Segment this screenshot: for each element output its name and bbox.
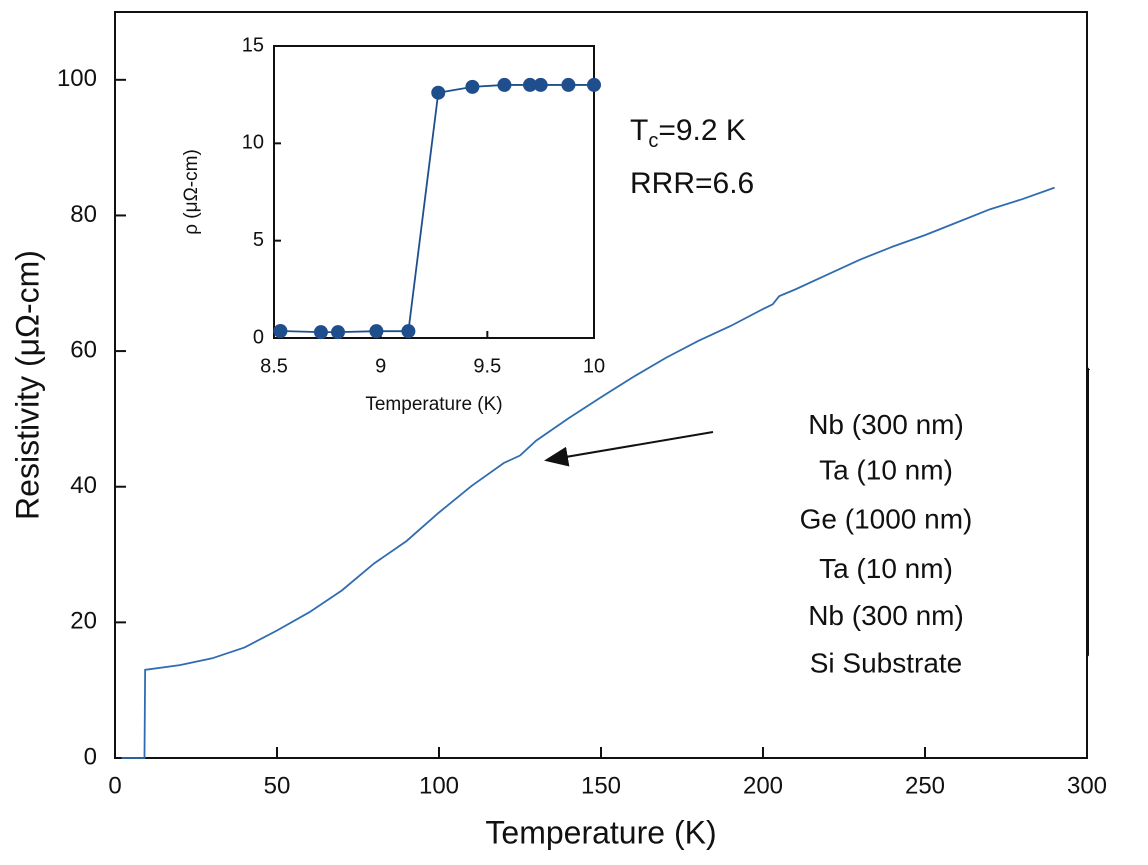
annotation-part: =9.2 K	[658, 114, 746, 147]
arrow	[544, 431, 714, 467]
data-point	[523, 77, 537, 92]
data-point	[401, 324, 416, 339]
y-tick-label: 100	[57, 65, 97, 92]
annotation-part: T	[630, 114, 648, 147]
layer-label: Nb (300 nm)	[808, 600, 964, 631]
x-tick-label: 9.5	[473, 355, 501, 377]
layer-label: Si Substrate	[810, 647, 963, 678]
data-point	[273, 323, 288, 338]
plot-frame	[114, 11, 1088, 759]
y-axis-label: ρ (μΩ-cm)	[181, 149, 202, 235]
x-tick-label: 100	[419, 772, 459, 799]
y-tick-label: 60	[70, 336, 97, 363]
data-line	[121, 186, 1055, 759]
x-tick-label: 9	[375, 355, 386, 377]
layer-label: Nb (300 nm)	[808, 409, 964, 440]
y-tick-label: 5	[253, 229, 264, 251]
data-point	[313, 325, 328, 340]
data-point	[497, 77, 512, 92]
y-tick-label: 80	[70, 201, 97, 228]
data-point	[561, 77, 576, 92]
x-tick-label: 8.5	[260, 355, 288, 377]
data-point	[369, 324, 384, 339]
y-tick-label: 10	[242, 132, 264, 154]
x-tick-label: 200	[743, 772, 783, 799]
annotation: RRR=6.6	[630, 167, 754, 200]
y-tick-label: 20	[70, 608, 97, 635]
data-point	[533, 77, 548, 92]
annotation: Tc=9.2 K	[630, 114, 746, 152]
y-tick-label: 0	[84, 743, 97, 770]
layer-label: Ta (10 nm)	[819, 454, 953, 485]
x-tick-label: 250	[905, 772, 945, 799]
data-point	[431, 85, 446, 100]
y-axis-label: Resistivity (μΩ-cm)	[9, 250, 45, 520]
x-tick-label: 10	[583, 355, 605, 377]
x-axis-label: Temperature (K)	[365, 394, 502, 415]
y-tick-label: 0	[253, 326, 264, 348]
x-tick-label: 150	[581, 772, 621, 799]
x-tick-label: 0	[108, 772, 121, 799]
x-tick-label: 50	[264, 772, 291, 799]
y-tick-label: 15	[242, 34, 264, 56]
data-point	[331, 325, 345, 340]
x-axis-label: Temperature (K)	[485, 814, 716, 850]
annotation-part: RRR=6.6	[630, 167, 754, 200]
x-tick-label: 300	[1067, 772, 1107, 799]
layer-label: Ta (10 nm)	[819, 553, 953, 584]
data-point	[465, 79, 480, 94]
data-point	[587, 77, 601, 92]
layer-label: Ge (1000 nm)	[800, 503, 973, 534]
annotation-subscript: c	[648, 130, 658, 152]
y-tick-label: 40	[70, 472, 97, 499]
